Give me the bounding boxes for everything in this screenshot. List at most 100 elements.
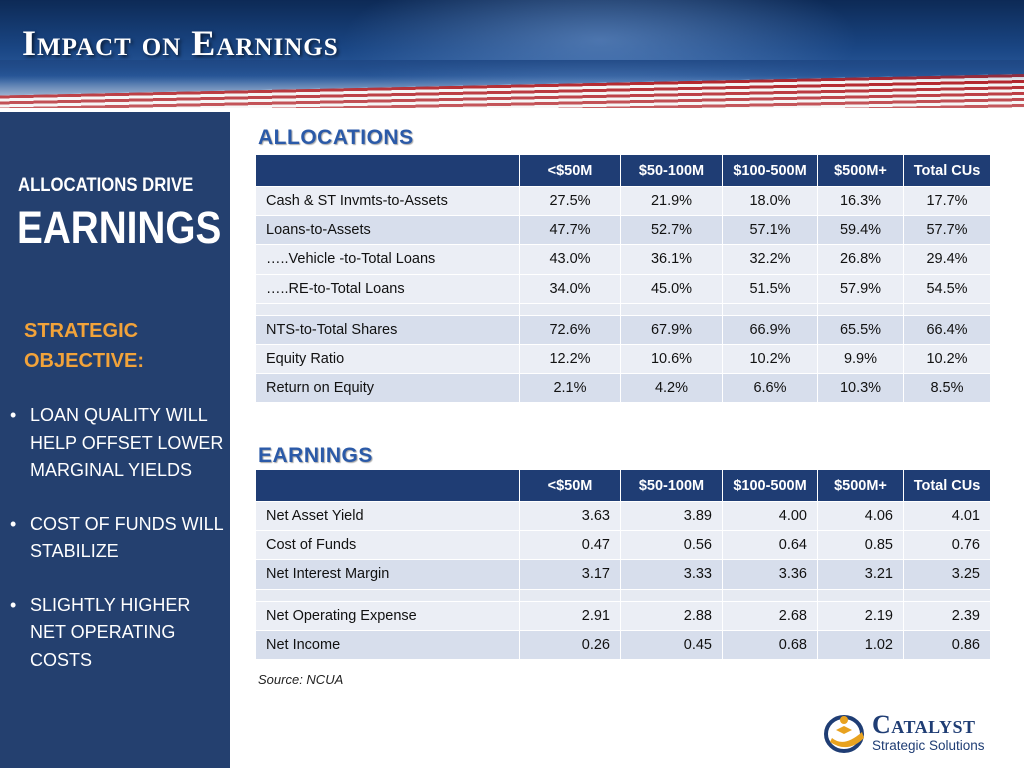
table-cell: 0.68	[723, 630, 818, 659]
table-row: NTS-to-Total Shares 72.6% 67.9% 66.9% 65…	[256, 315, 990, 345]
table-cell: 16.3%	[818, 187, 904, 216]
catalyst-logo: Catalyst Strategic Solutions	[822, 708, 992, 756]
table-cell: 21.9%	[621, 187, 723, 216]
table-cell: 2.1%	[520, 374, 621, 403]
table-row: Net Income 0.26 0.45 0.68 1.02 0.86	[256, 630, 990, 660]
table-cell: 0.47	[520, 531, 621, 560]
table-spacer-row	[256, 589, 990, 602]
header-cell	[256, 470, 520, 501]
table-cell: 0.64	[723, 531, 818, 560]
row-label: Net Interest Margin	[256, 560, 520, 589]
table-cell: 18.0%	[723, 187, 818, 216]
table-cell: 6.6%	[723, 374, 818, 403]
table-cell: 59.4%	[818, 216, 904, 245]
logo-subtitle: Strategic Solutions	[872, 738, 985, 753]
row-label: Cost of Funds	[256, 531, 520, 560]
table-row: Cost of Funds 0.47 0.56 0.64 0.85 0.76	[256, 531, 990, 561]
allocations-table: <$50M $50-100M $100-500M $500M+ Total CU…	[256, 155, 990, 404]
header-cell: $500M+	[818, 470, 904, 501]
objective-item: • LOAN QUALITY WILL HELP OFFSET LOWER MAR…	[10, 402, 225, 485]
table-cell: 10.2%	[926, 351, 968, 368]
table-cell: 65.5%	[818, 315, 904, 344]
table-row: Net Operating Expense 2.91 2.88 2.68 2.1…	[256, 601, 990, 631]
header-cell	[256, 155, 520, 186]
row-label: …..Vehicle -to-Total Loans	[256, 245, 520, 274]
earnings-table: <$50M $50-100M $100-500M $500M+ Total CU…	[256, 470, 990, 660]
header-cell: <$50M	[520, 470, 621, 501]
table-cell: 47.7%	[520, 216, 621, 245]
table-cell: 3.89	[621, 502, 723, 531]
allocations-heading: ALLOCATIONS	[258, 126, 414, 149]
table-row: Equity Ratio 12.2% 10.6% 10.2% 9.9% 10.2…	[256, 344, 990, 375]
table-cell: 45.0%	[621, 274, 723, 303]
table-cell: 0.76	[951, 537, 980, 554]
header-cell: Total CUs	[913, 477, 981, 494]
table-cell: 1.02	[818, 630, 904, 659]
table-spacer-row	[256, 303, 990, 316]
table-row: Loans-to-Assets 47.7% 52.7% 57.1% 59.4% …	[256, 216, 990, 246]
table-cell: 4.06	[818, 502, 904, 531]
header-cell: Total CUs	[913, 162, 981, 179]
table-cell: 10.3%	[818, 374, 904, 403]
table-cell: 3.33	[621, 560, 723, 589]
objective-item: • SLIGHTLY HIGHER NET OPERATING COSTS	[10, 592, 225, 675]
source-note: Source: NCUA	[258, 672, 344, 687]
table-row: …..RE-to-Total Loans 34.0% 45.0% 51.5% 5…	[256, 274, 990, 304]
row-label: Equity Ratio	[256, 344, 520, 374]
table-cell: 72.6%	[520, 315, 621, 344]
table-row: Return on Equity 2.1% 4.2% 6.6% 10.3% 8.…	[256, 374, 990, 404]
header-cell: $50-100M	[621, 470, 723, 501]
row-label: Return on Equity	[256, 374, 520, 403]
table-cell: 34.0%	[520, 274, 621, 303]
table-cell: 54.5%	[926, 280, 968, 297]
table-cell: 43.0%	[520, 245, 621, 274]
table-cell: 4.01	[951, 508, 980, 525]
table-cell: 26.8%	[818, 245, 904, 274]
table-row: Net Interest Margin 3.17 3.33 3.36 3.21 …	[256, 560, 990, 590]
objective-item: • COST OF FUNDS WILL STABILIZE	[10, 511, 225, 566]
table-cell: 57.7%	[926, 222, 968, 239]
table-cell: 3.36	[723, 560, 818, 589]
table-cell: 0.85	[818, 531, 904, 560]
table-cell: 10.2%	[723, 344, 818, 374]
catalyst-swoosh-icon	[824, 715, 864, 753]
table-cell: 52.7%	[621, 216, 723, 245]
table-header-row: <$50M $50-100M $100-500M $500M+ Total CU…	[256, 470, 990, 502]
header-cell: $50-100M	[621, 155, 723, 186]
table-cell: 0.45	[621, 630, 723, 659]
table-cell: 2.39	[951, 607, 980, 624]
table-row: Cash & ST Invmts-to-Assets 27.5% 21.9% 1…	[256, 187, 990, 217]
table-cell: 36.1%	[621, 245, 723, 274]
header-cell: <$50M	[520, 155, 621, 186]
table-cell: 27.5%	[520, 187, 621, 216]
row-label: Net Asset Yield	[256, 502, 520, 531]
table-cell: 12.2%	[520, 344, 621, 374]
banner-fade	[0, 60, 1024, 108]
table-cell: 3.17	[520, 560, 621, 589]
table-header-row: <$50M $50-100M $100-500M $500M+ Total CU…	[256, 155, 990, 187]
table-cell: 2.88	[621, 601, 723, 630]
table-cell: 51.5%	[723, 274, 818, 303]
table-cell: 8.5%	[930, 380, 964, 397]
table-cell: 57.9%	[818, 274, 904, 303]
table-cell: 32.2%	[723, 245, 818, 274]
table-cell: 17.7%	[926, 193, 968, 210]
strategic-objective-heading: STRATEGIC OBJECTIVE:	[24, 320, 145, 372]
table-cell: 66.9%	[723, 315, 818, 344]
table-cell: 0.26	[520, 630, 621, 659]
header-cell: $100-500M	[723, 155, 818, 186]
table-row: …..Vehicle -to-Total Loans 43.0% 36.1% 3…	[256, 245, 990, 275]
table-cell: 3.21	[818, 560, 904, 589]
row-label: Cash & ST Invmts-to-Assets	[256, 187, 520, 216]
row-label: Loans-to-Assets	[256, 216, 520, 245]
row-label: Net Operating Expense	[256, 601, 520, 630]
page-title: Impact on Earnings	[22, 23, 339, 63]
table-cell: 4.2%	[621, 374, 723, 403]
bullet-icon: •	[10, 594, 17, 615]
table-cell: 10.6%	[621, 344, 723, 374]
bullet-icon: •	[10, 405, 17, 425]
table-cell: 67.9%	[621, 315, 723, 344]
row-label: NTS-to-Total Shares	[256, 315, 520, 344]
sidebar-title: EARNINGS	[17, 202, 222, 253]
row-label: …..RE-to-Total Loans	[256, 274, 520, 303]
